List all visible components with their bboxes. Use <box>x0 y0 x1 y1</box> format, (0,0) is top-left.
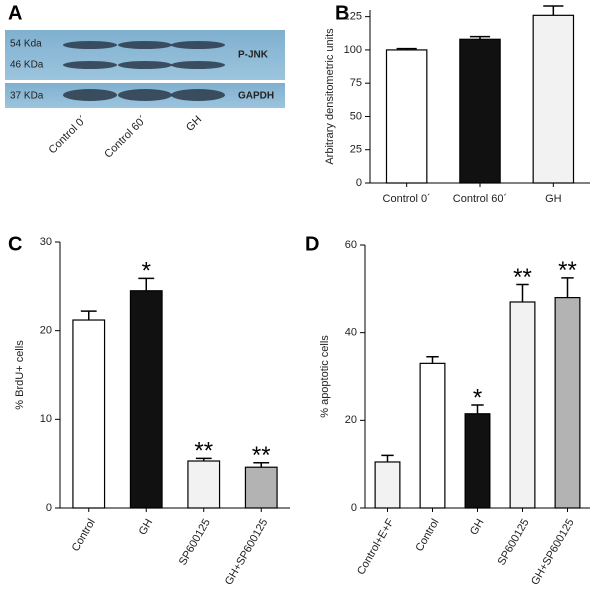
bar <box>187 460 221 509</box>
blot-band <box>118 89 172 101</box>
protein-label: P-JNK <box>238 50 269 61</box>
y-tick-label: 0 <box>356 177 362 189</box>
x-tick-label: GH+SP600125 <box>529 517 577 587</box>
y-tick-label: 125 <box>344 11 362 23</box>
bar <box>244 466 278 509</box>
error-bar <box>516 283 529 302</box>
y-tick-label: 10 <box>40 413 52 425</box>
x-tick-label: Control <box>413 517 441 554</box>
significance-mark: * <box>473 384 482 411</box>
x-tick-label: Control <box>70 517 98 554</box>
y-tick-label: 30 <box>40 236 52 248</box>
blot-image <box>5 30 285 80</box>
blot-band <box>63 41 117 49</box>
x-tick-label: GH <box>137 517 156 537</box>
y-tick-label: 20 <box>40 325 52 337</box>
lane-label: Control 60´ <box>102 114 149 161</box>
protein-label: GAPDH <box>238 91 274 102</box>
x-tick-label: SP600125 <box>496 517 532 568</box>
error-bar <box>396 47 417 50</box>
bar <box>554 297 581 509</box>
bar <box>129 290 163 509</box>
y-axis-label: % BrdU+ cells <box>14 340 26 410</box>
error-bar <box>561 277 574 298</box>
significance-mark: ** <box>513 264 532 291</box>
y-tick-label: 100 <box>344 44 362 56</box>
bar <box>419 362 446 509</box>
error-bar <box>426 356 439 364</box>
panel-label: D <box>305 233 319 255</box>
bar <box>464 413 491 509</box>
marker-label: 46 KDa <box>10 60 44 71</box>
x-tick-label: SP600125 <box>177 517 213 568</box>
bar <box>509 301 536 509</box>
significance-mark: ** <box>194 438 213 465</box>
blot-panel: A 54 Kda 46 KDa 37 KDa P-JNK GAPDH Contr… <box>5 2 285 161</box>
bar <box>374 461 401 509</box>
y-tick-label: 50 <box>350 110 362 122</box>
y-tick-label: 60 <box>345 239 357 251</box>
panel-label: C <box>8 233 22 255</box>
error-bar <box>381 454 394 462</box>
x-tick-label: Control 60´ <box>453 193 507 205</box>
blot-band <box>118 41 172 49</box>
marker-label: 37 KDa <box>10 91 44 102</box>
x-tick-label: Control 0´ <box>383 193 431 205</box>
error-bar <box>80 310 97 321</box>
x-tick-label: Control+E+F <box>355 517 397 577</box>
significance-mark: ** <box>252 442 271 469</box>
panel-label: B <box>335 2 349 24</box>
significance-mark: ** <box>558 257 577 284</box>
error-bar <box>471 404 484 414</box>
lane-label: GH <box>184 114 204 134</box>
y-tick-label: 0 <box>351 502 357 514</box>
y-tick-label: 0 <box>46 502 52 514</box>
error-bar <box>195 457 212 462</box>
blot-band <box>171 89 225 101</box>
y-tick-label: 25 <box>350 144 362 156</box>
error-bar <box>138 277 155 291</box>
bar <box>532 14 575 184</box>
error-bar <box>543 5 564 16</box>
blot-band <box>171 61 225 69</box>
marker-label: 54 Kda <box>10 39 42 50</box>
blot-band <box>63 61 117 69</box>
y-axis-label: % apoptotic cells <box>319 335 331 418</box>
y-tick-label: 20 <box>345 414 357 426</box>
blot-band <box>63 89 117 101</box>
blot-band <box>118 61 172 69</box>
x-tick-label: GH <box>468 517 487 537</box>
bar <box>385 49 428 184</box>
x-tick-label: GH+SP600125 <box>223 517 271 587</box>
y-axis-label: Arbitrary densitometric units <box>324 28 336 165</box>
y-tick-label: 75 <box>350 77 362 89</box>
bar <box>459 38 501 184</box>
bar <box>72 319 106 509</box>
significance-mark: * <box>142 258 151 285</box>
lane-label: Control 0´ <box>47 114 90 157</box>
blot-band <box>171 41 225 49</box>
error-bar <box>253 462 270 468</box>
y-tick-label: 40 <box>345 327 357 339</box>
error-bar <box>469 35 491 40</box>
x-tick-label: GH <box>545 193 562 205</box>
panel-label: A <box>8 2 22 24</box>
